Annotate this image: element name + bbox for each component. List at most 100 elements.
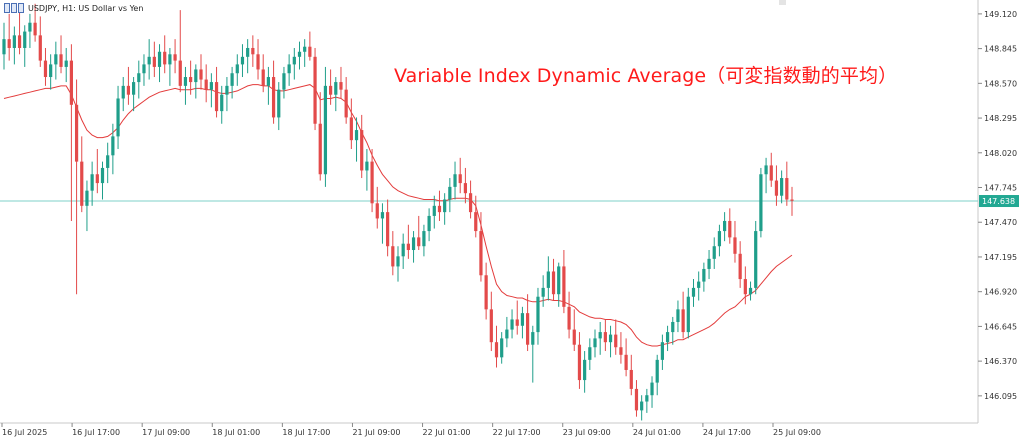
candle-151 [785,161,789,206]
one-click-trading-handle[interactable] [779,0,786,5]
candle-body-99 [515,319,519,326]
candle-19 [100,161,105,200]
candle-77 [401,233,405,269]
candle-103 [536,287,540,345]
candle-152 [790,186,794,216]
candle-body-73 [380,212,385,219]
indicator-title: Variable Index Dynamic Average（可変指数動的平均） [394,65,898,87]
candle-body-145 [754,231,758,288]
candle-body-24 [126,85,131,95]
candle-body-119 [619,347,623,355]
candle-148 [769,152,773,187]
candle-body-136 [707,258,711,269]
candle-142 [738,241,742,288]
candle-body-147 [764,165,768,175]
candle-body-67 [349,117,353,141]
candle-body-125 [650,382,654,396]
candle-body-71 [370,161,374,204]
price-tick-label-7: 147.195 [984,253,1017,262]
chart-type-icon[interactable] [4,3,24,13]
candle-116 [603,319,607,352]
candle-42 [220,85,224,124]
candle-body-69 [360,130,364,171]
candle-52 [271,60,276,124]
candle-body-151 [785,178,789,200]
candle-132 [686,287,690,339]
candle-body-38 [199,69,203,80]
candle-body-133 [691,287,696,297]
candle-90 [468,180,473,219]
candle-body-15 [80,161,84,206]
price-tick-label-11: 146.095 [984,392,1017,401]
candle-body-149 [774,180,779,196]
candle-body-87 [453,174,457,187]
candle-body-132 [686,296,690,333]
candle-body-124 [645,395,649,402]
price-tick-label-6: 147.470 [984,218,1017,227]
candle-96 [500,332,504,364]
candle-body-128 [665,332,670,343]
candle-body-26 [137,73,141,83]
candle-body-65 [339,82,343,90]
candle-112 [583,351,587,393]
candle-51 [266,66,271,105]
candle-body-45 [235,64,239,74]
candle-body-137 [712,246,716,259]
candle-15 [80,136,84,213]
candle-113 [588,338,592,370]
candle-body-111 [577,344,582,381]
candle-94 [489,291,493,352]
candle-body-74 [386,212,390,247]
candle-5 [28,13,32,48]
time-tick-label-9: 24 Jul 01:00 [633,428,681,437]
candle-107 [557,262,561,307]
candle-9 [49,54,53,90]
candle-body-13 [69,60,74,105]
candle-body-30 [157,51,162,67]
candle-body-85 [443,199,447,213]
candle-body-112 [583,359,587,381]
candle-body-25 [131,82,136,95]
candle-body-9 [49,64,53,78]
candle-72 [375,186,379,229]
candle-21 [111,123,115,175]
candle-41 [214,66,219,118]
candle-145 [754,220,758,295]
candle-46 [240,44,245,78]
candle-144 [748,281,753,301]
candle-body-130 [676,309,680,322]
candle-8 [43,47,48,86]
candle-22 [116,85,120,149]
candle-body-6 [33,22,37,36]
candle-134 [697,271,701,301]
candle-33 [173,39,177,74]
candle-body-33 [173,54,177,61]
candle-16 [85,180,89,232]
candle-body-42 [220,94,224,112]
candle-25 [131,77,136,112]
time-tick-label-8: 23 Jul 09:00 [563,428,611,437]
candle-65 [339,66,343,99]
candle-body-150 [780,178,784,196]
candle-7 [38,16,42,67]
candle-body-52 [271,77,276,118]
candle-body-10 [54,54,58,65]
candle-body-37 [194,69,198,83]
candle-20 [106,142,110,184]
candle-124 [645,388,649,413]
candle-body-76 [396,256,400,267]
price-tick-label-2: 148.570 [984,79,1017,88]
candle-body-56 [292,56,296,65]
candle-69 [360,114,364,179]
time-tick-label-7: 22 Jul 17:00 [493,428,541,437]
candle-44 [230,66,234,99]
candle-body-27 [142,64,146,74]
candle-18 [95,148,99,194]
candle-body-50 [261,69,265,86]
candle-body-46 [240,56,245,65]
candle-body-44 [230,73,234,86]
symbol-info: USDJPY, H1: US Dollar vs Yen [28,3,144,13]
candle-body-21 [111,136,115,156]
